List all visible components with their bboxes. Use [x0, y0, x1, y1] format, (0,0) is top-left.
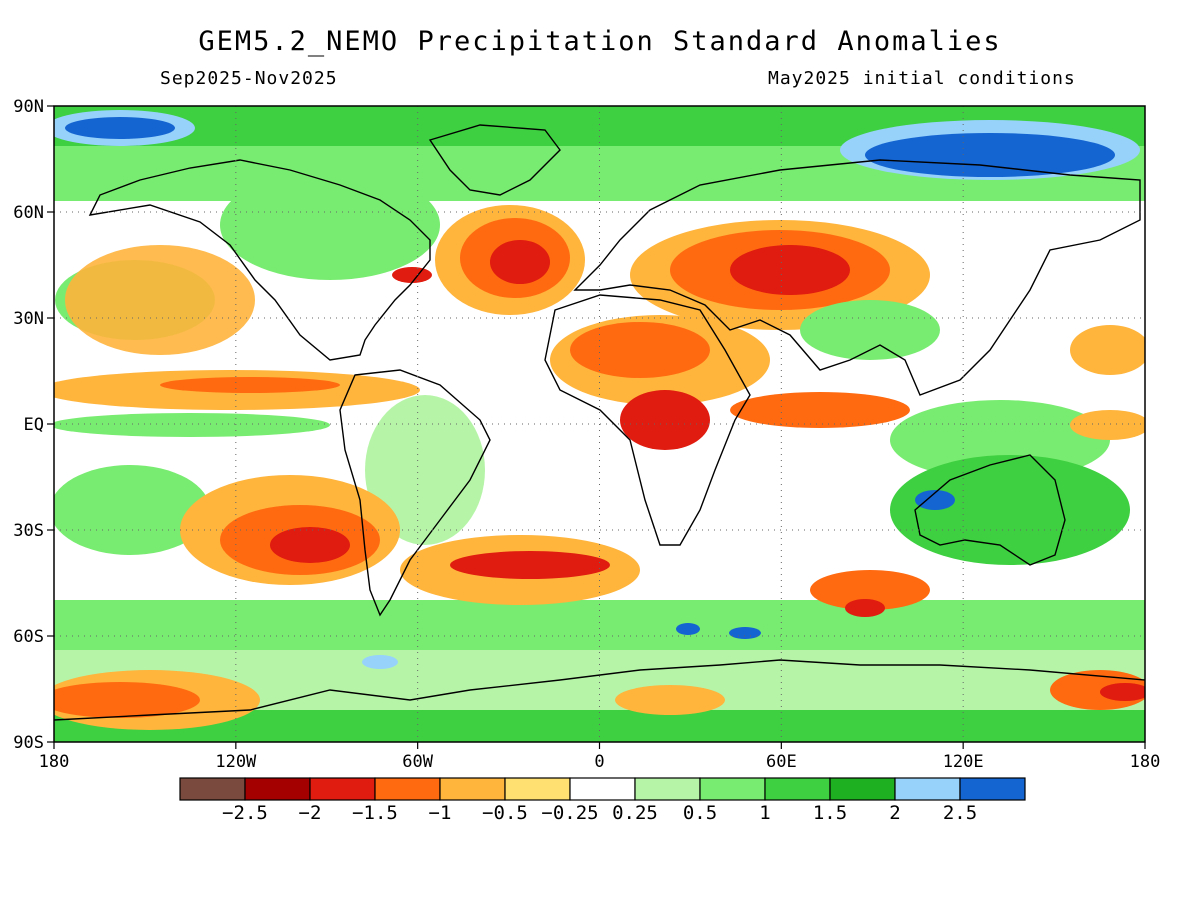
colorbar-swatch — [504, 777, 571, 801]
gridlines — [54, 106, 1145, 742]
east-pacific-dry — [1070, 325, 1145, 375]
colorbar-swatch — [829, 777, 896, 801]
colorbar-swatch — [244, 777, 311, 801]
south-indian-dry — [810, 570, 930, 610]
colorbar-swatch — [309, 777, 376, 801]
colorbar-label: −1 — [429, 802, 452, 824]
australia-blue — [915, 490, 955, 510]
lon-tick-label: 60W — [402, 752, 433, 772]
colorbar-label: 0.25 — [612, 802, 658, 824]
indian-ocean-dry — [730, 392, 910, 428]
colorbar-label: 0.5 — [683, 802, 717, 824]
forecast-period: Sep2025-Nov2025 — [160, 68, 338, 89]
south-pacific-dry-core — [270, 527, 350, 563]
lat-tick-label: 30N — [13, 309, 44, 329]
colorbar-swatch — [179, 777, 246, 801]
lon-tick-label: 120E — [943, 752, 984, 772]
colorbar-label: 2.5 — [943, 802, 977, 824]
latitude-labels: 90N 60N 30N EQ 30S 60S 90S — [13, 97, 54, 753]
colorbar-label: −1.5 — [352, 802, 398, 824]
coast-south-america — [339, 369, 491, 617]
coast-north-america — [88, 159, 431, 361]
colorbar-swatch — [699, 777, 766, 801]
south-atlantic-dry-core — [450, 551, 610, 579]
colorbar-label: 2 — [889, 802, 900, 824]
lon-tick-label: 180 — [1130, 752, 1161, 772]
colorbar-swatch — [634, 777, 701, 801]
south-indian-dry-core — [845, 599, 885, 617]
asia-wet — [800, 300, 940, 360]
initial-conditions: May2025 initial conditions — [768, 68, 1076, 89]
eurasia-dry-core — [730, 245, 850, 295]
antarctic-dry-east-core — [1100, 683, 1145, 701]
arctic-blue — [65, 117, 175, 139]
central-africa-dry — [620, 390, 710, 450]
colorbar-label: −2.5 — [222, 802, 268, 824]
us-east-dry-core — [392, 267, 432, 283]
lat-tick-label: 30S — [13, 521, 44, 541]
south-pacific-green — [54, 465, 210, 555]
lat-tick-label: 90S — [13, 733, 44, 753]
colorbar-swatch — [959, 777, 1026, 801]
lon-tick-label: 0 — [594, 752, 604, 772]
coast-antarctica — [54, 659, 1145, 721]
colorbar: −2.5 −2 −1.5 −1 −0.5 −0.25 0.25 0.5 1 1.5 2 2.5 — [179, 777, 1026, 824]
colorbar-label: 1 — [759, 802, 770, 824]
southern-blue-3 — [362, 655, 398, 669]
lat-tick-label: 60S — [13, 627, 44, 647]
colorbar-label: 1.5 — [813, 802, 847, 824]
colorbar-label: −0.5 — [482, 802, 528, 824]
siberia-blue — [865, 133, 1115, 177]
colorbar-swatch — [894, 777, 961, 801]
north-atlantic-dry-core — [490, 240, 550, 284]
equatorial-pacific-wet — [54, 413, 330, 437]
antarctic-dry-west-core — [54, 682, 200, 718]
colorbar-swatch — [439, 777, 506, 801]
colorbar-label: −2 — [299, 802, 322, 824]
tropical-pacific-dry-core — [160, 377, 340, 393]
southern-blue-2 — [676, 623, 700, 635]
lon-tick-label: 60E — [766, 752, 797, 772]
north-america-green — [220, 170, 440, 280]
colorbar-label: −0.25 — [541, 802, 598, 824]
lon-tick-label: 120W — [215, 752, 257, 772]
north-pacific-dry — [65, 245, 255, 355]
lon-tick-label: 180 — [39, 752, 70, 772]
longitude-labels: 180 120W 60W 0 60E 120E 180 — [39, 742, 1161, 772]
colorbar-swatch — [569, 777, 636, 801]
lat-tick-label: 60N — [13, 203, 44, 223]
lat-tick-label: EQ — [24, 415, 44, 435]
colorbar-swatch — [764, 777, 831, 801]
coast-eurasia — [573, 159, 1141, 396]
lat-tick-label: 90N — [13, 97, 44, 117]
south-america-green — [365, 395, 485, 545]
sahara-dry-mid — [570, 322, 710, 378]
map-title: GEM5.2_NEMO Precipitation Standard Anoma… — [198, 26, 1002, 57]
east-pacific-dry-2 — [1070, 410, 1145, 440]
colorbar-swatch — [374, 777, 441, 801]
australia-wet — [890, 455, 1130, 565]
coastlines — [54, 124, 1145, 721]
southern-blue-1 — [729, 627, 761, 639]
coast-australia — [914, 454, 1066, 566]
coast-africa — [544, 294, 751, 546]
antarctic-dry-central — [615, 685, 725, 715]
coast-greenland — [428, 124, 561, 196]
